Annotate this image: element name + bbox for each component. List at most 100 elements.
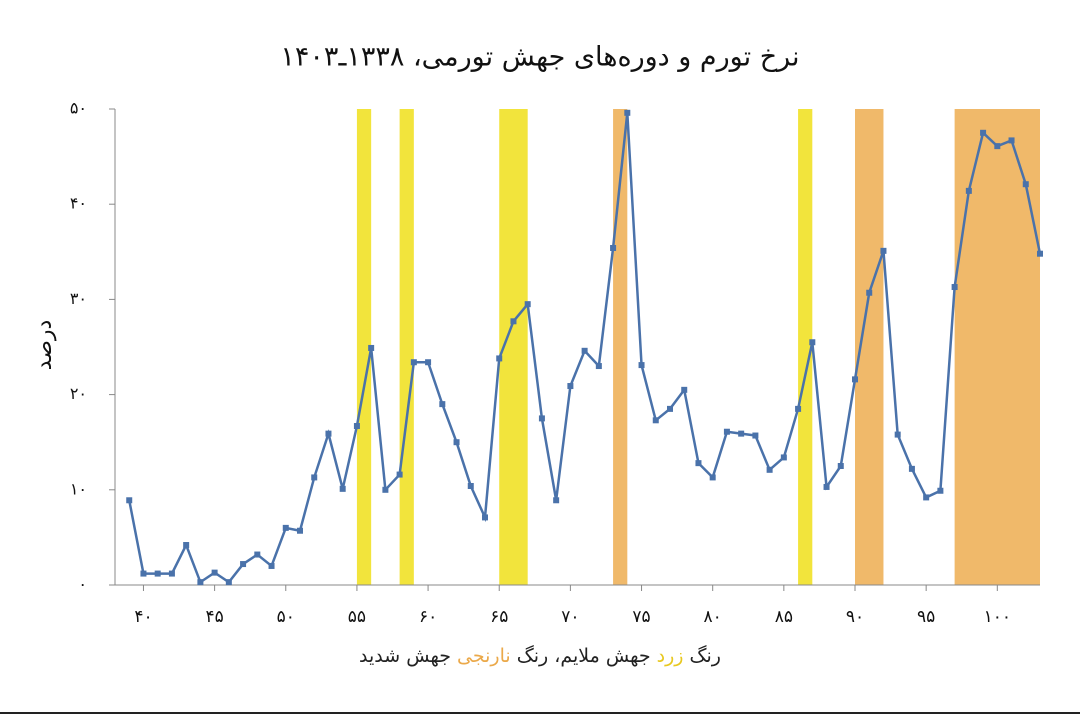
y-tick-label: ۵۰ — [70, 99, 87, 118]
data-point — [581, 347, 588, 354]
chart-title: نرخ تورم و دوره‌های جهش تورمی، ۱۳۳۸ـ۱۴۰۳ — [280, 42, 799, 73]
y-tick-label: ۰ — [78, 575, 87, 594]
x-tick-label: ۷۰ — [561, 607, 579, 627]
x-tick-label: ۸۵ — [775, 607, 793, 627]
data-point — [524, 301, 531, 308]
data-point — [168, 570, 175, 577]
data-point — [723, 428, 730, 435]
data-point — [1022, 181, 1029, 188]
data-point — [382, 486, 389, 493]
data-point — [154, 570, 161, 577]
data-point — [667, 405, 673, 412]
data-point — [837, 463, 844, 469]
data-point — [923, 494, 930, 501]
data-point — [453, 439, 460, 446]
caption: رنگ زرد جهش ملایم، رنگ نارنجی جهش شدید — [0, 645, 1080, 667]
data-point — [965, 187, 972, 194]
data-point — [211, 569, 218, 576]
data-point — [780, 454, 787, 461]
data-point — [1008, 137, 1015, 144]
y-tick-label: ۲۰ — [70, 384, 87, 403]
data-point — [396, 471, 403, 478]
data-point — [908, 465, 915, 472]
data-point — [268, 562, 275, 569]
x-tick-label: ۴۰ — [134, 607, 152, 627]
data-point — [880, 247, 887, 254]
data-point — [809, 339, 816, 346]
x-tick-label: ۶۵ — [490, 607, 508, 627]
shaded-band — [356, 109, 372, 585]
caption-part: جهش ملایم، رنگ — [516, 645, 651, 667]
data-point — [567, 383, 574, 390]
caption-part: زرد — [656, 645, 684, 667]
data-point — [738, 430, 745, 437]
data-point — [353, 423, 360, 430]
x-tick-label: ۵۰ — [277, 607, 295, 627]
data-point — [311, 474, 318, 481]
data-point — [937, 487, 944, 494]
data-point — [553, 497, 560, 504]
y-tick-label: ۳۰ — [70, 289, 87, 308]
data-point — [894, 431, 901, 438]
y-tick-label: ۱۰ — [70, 479, 87, 498]
data-point — [866, 289, 873, 296]
data-point — [140, 570, 147, 577]
data-point — [638, 362, 645, 369]
data-point — [823, 483, 830, 490]
shaded-band — [399, 109, 414, 585]
data-point — [695, 460, 702, 467]
x-tick-label: ۱۰۰ — [984, 607, 1011, 627]
x-tick-label: ۶۰ — [419, 607, 437, 627]
shaded-band — [613, 109, 628, 585]
data-point — [709, 474, 716, 481]
data-point — [254, 551, 261, 558]
data-point — [183, 542, 190, 549]
caption-part: رنگ — [689, 645, 721, 667]
data-point — [610, 244, 617, 251]
shaded-band — [798, 109, 813, 585]
y-axis-label: درصد — [32, 320, 57, 371]
x-tick-label: ۷۵ — [632, 607, 650, 627]
data-point — [766, 466, 773, 473]
caption-part: نارنجی — [457, 645, 511, 667]
x-tick-label: ۴۵ — [205, 607, 223, 627]
data-point — [951, 284, 958, 291]
data-point — [425, 359, 432, 366]
x-tick-label: ۸۰ — [704, 607, 722, 627]
x-tick-label: ۹۰ — [846, 607, 864, 627]
data-point — [467, 482, 474, 489]
data-point — [225, 579, 232, 586]
data-point — [681, 386, 688, 393]
data-point — [126, 497, 133, 504]
data-point — [595, 363, 602, 370]
data-point — [197, 579, 204, 586]
y-tick-label: ۴۰ — [70, 194, 87, 213]
data-point — [1037, 250, 1043, 257]
x-tick-label: ۹۵ — [917, 607, 935, 627]
data-point — [282, 524, 289, 531]
data-point — [439, 401, 446, 408]
data-point — [240, 561, 247, 568]
data-line — [128, 112, 1042, 585]
data-point — [496, 355, 503, 362]
data-point — [297, 527, 303, 534]
bands — [356, 109, 1040, 585]
data-point — [510, 318, 517, 325]
data-point — [482, 514, 488, 521]
data-point — [410, 359, 417, 366]
data-point — [624, 109, 631, 116]
data-point — [795, 405, 802, 412]
data-point — [994, 143, 1001, 150]
data-point — [368, 344, 375, 351]
data-point — [980, 129, 987, 136]
data-point — [852, 376, 858, 383]
x-tick-label: ۵۵ — [348, 607, 366, 627]
data-point — [652, 417, 659, 424]
data-point — [752, 432, 759, 439]
data-point — [339, 485, 346, 492]
shaded-band — [954, 109, 1040, 585]
data-point — [325, 430, 332, 437]
caption-part: جهش شدید — [359, 645, 451, 667]
